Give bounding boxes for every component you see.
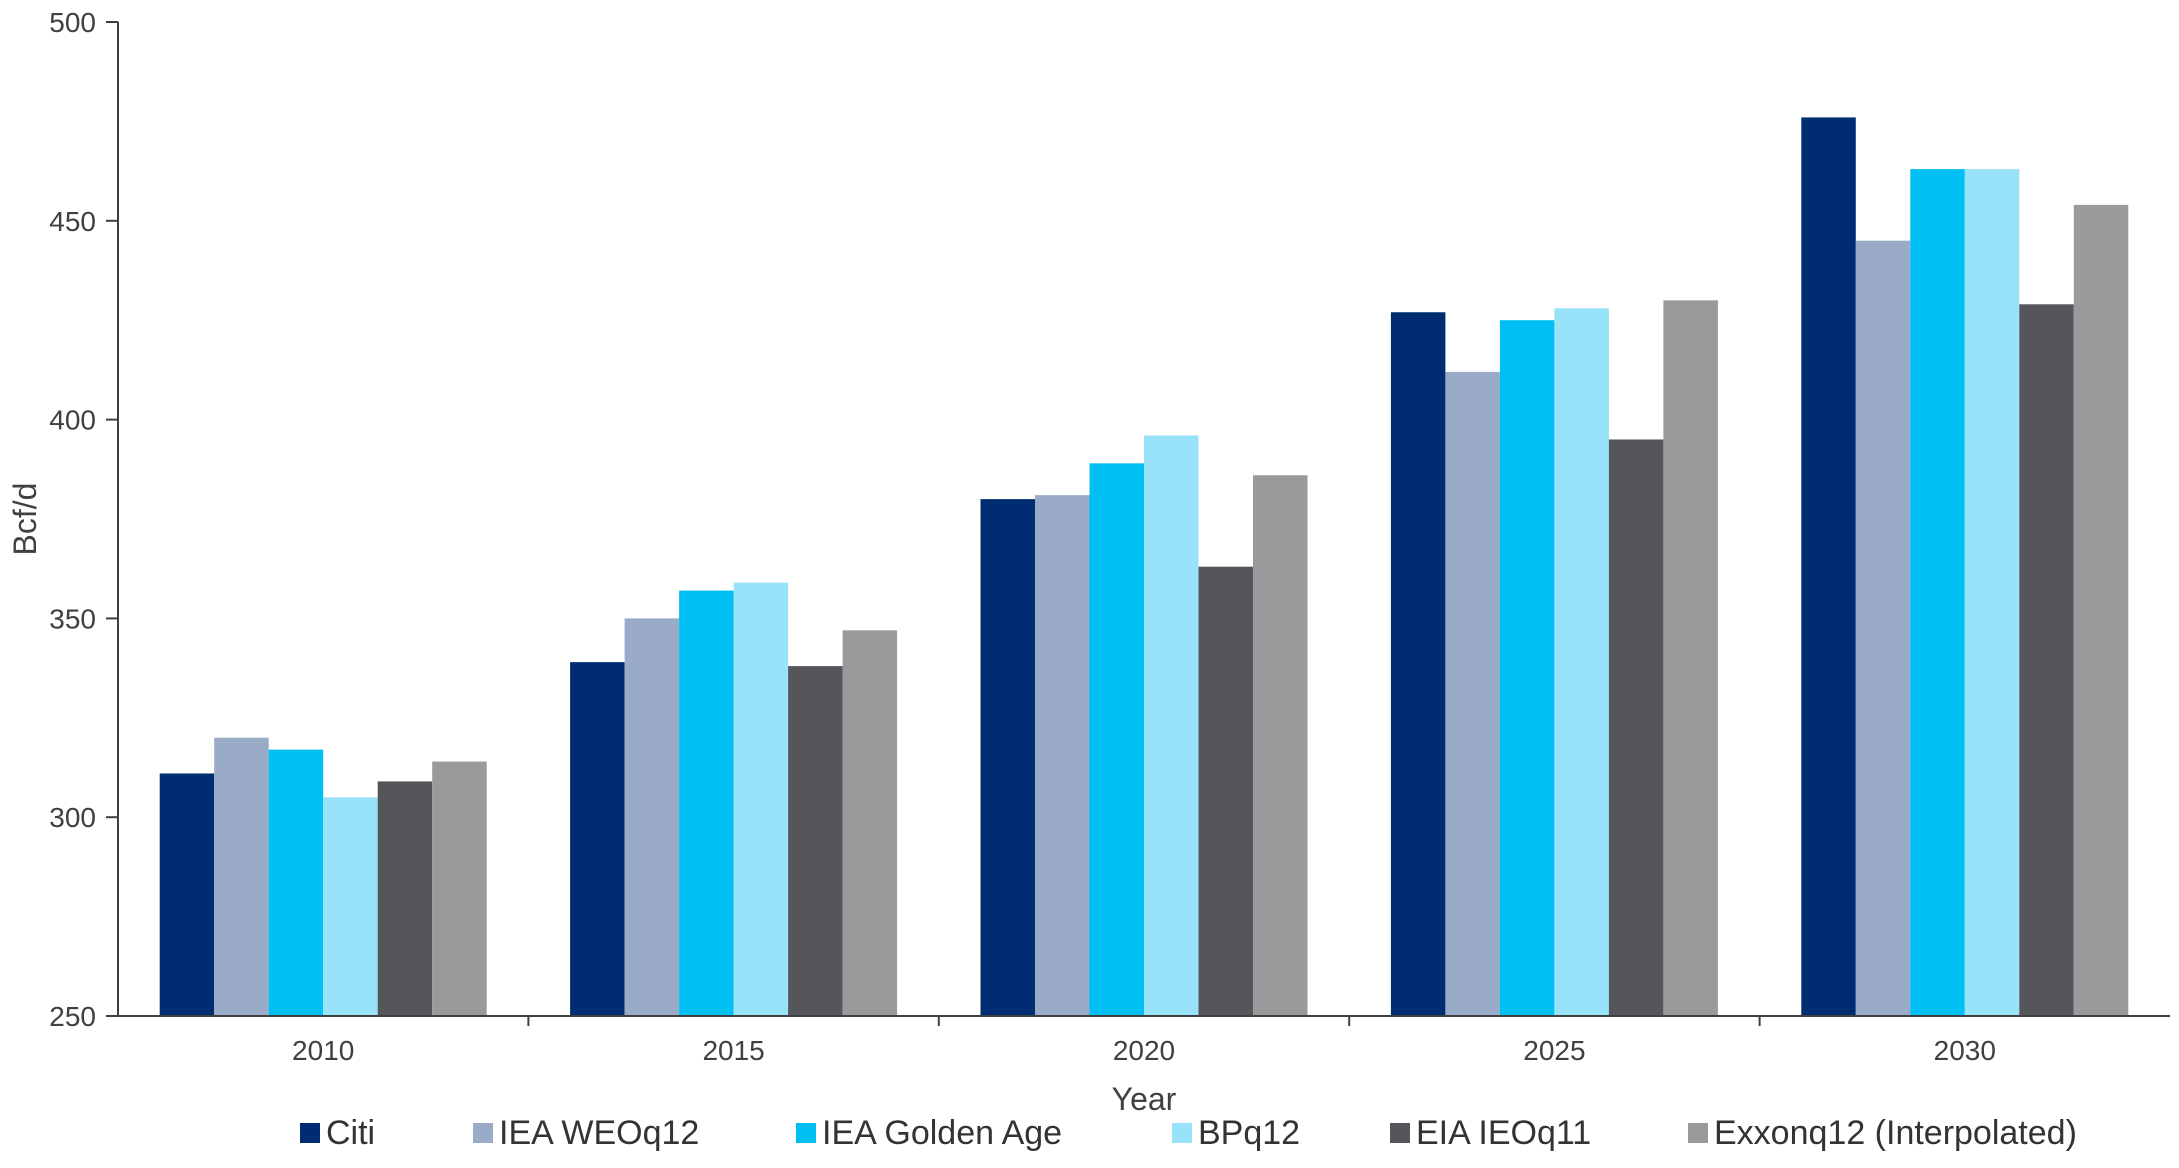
bar [1390, 312, 1446, 1016]
y-tick-label: 500 [49, 7, 96, 38]
bar [268, 749, 324, 1016]
legend-label: Exxonq12 (Interpolated) [1714, 1114, 2077, 1152]
x-tick-label: 2015 [702, 1035, 764, 1066]
legend-swatch [473, 1123, 493, 1143]
x-tick-label: 2010 [292, 1035, 354, 1066]
bar [1663, 300, 1718, 1016]
bar [1089, 463, 1144, 1016]
bar [2019, 304, 2074, 1016]
bars [159, 117, 2129, 1017]
legend-swatch [1688, 1123, 1708, 1143]
bar [159, 773, 215, 1016]
y-axis-label: Bcf/d [7, 483, 43, 556]
bar [432, 761, 487, 1016]
x-tick-label: 2025 [1523, 1035, 1585, 1066]
bar [980, 499, 1035, 1016]
bar [679, 590, 734, 1016]
bar [1198, 566, 1253, 1016]
bar [377, 781, 433, 1016]
bar [1499, 320, 1555, 1016]
bar [1445, 371, 1500, 1016]
legend-swatch [796, 1123, 816, 1143]
bar [1554, 308, 1609, 1017]
bar [1608, 439, 1664, 1017]
x-tick-label: 2030 [1934, 1035, 1996, 1066]
bar [2073, 204, 2129, 1016]
y-tick-label: 300 [49, 802, 96, 833]
bar [624, 618, 680, 1016]
bar [1253, 475, 1308, 1016]
legend-label: IEA Golden Age [822, 1114, 1062, 1152]
legend: Citi IEA WEOq12 IEA Golden Age BPq12 EIA IEO… [300, 1114, 2077, 1152]
legend-swatch [1390, 1123, 1410, 1143]
y-tick-label: 400 [49, 405, 96, 436]
bar [214, 737, 269, 1016]
legend-label: BPq12 [1198, 1114, 1300, 1152]
legend-label: IEA WEOq12 [499, 1114, 699, 1152]
y-tick-label: 250 [49, 1001, 96, 1032]
bar [570, 662, 625, 1016]
legend-label: Citi [326, 1114, 375, 1152]
bar [842, 630, 898, 1016]
y-axis-ticks: 250 300 350 400 450 500 [49, 7, 118, 1032]
x-axis-ticks: 2010 2015 2020 2025 2030 [292, 1016, 1996, 1066]
legend-swatch [300, 1123, 320, 1143]
bar [1035, 495, 1090, 1016]
bar [1144, 435, 1199, 1016]
bar [788, 666, 843, 1016]
x-axis-label: Year [1112, 1081, 1177, 1117]
legend-swatch [1172, 1123, 1192, 1143]
bar [1910, 169, 1965, 1016]
bar [733, 582, 789, 1016]
bar [323, 797, 378, 1016]
bar [1964, 169, 2020, 1016]
legend-label: EIA IEOq11 [1416, 1114, 1591, 1152]
bar [1801, 117, 1856, 1016]
x-tick-label: 2020 [1113, 1035, 1175, 1066]
y-tick-label: 350 [49, 603, 96, 634]
y-tick-label: 450 [49, 206, 96, 237]
bar [1855, 240, 1911, 1016]
